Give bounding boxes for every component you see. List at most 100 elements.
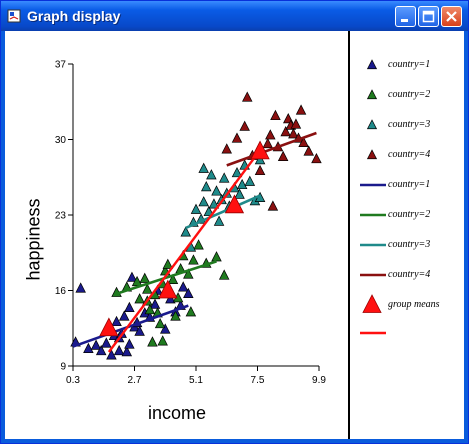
y-axis-title: happiness (23, 198, 44, 281)
series1-point-14 (121, 346, 133, 357)
series3-point-5 (198, 196, 209, 207)
legend-marker-group-means (362, 294, 382, 313)
x-tick-label-1: 2.7 (128, 375, 142, 386)
minimize-icon (401, 19, 408, 22)
series2-point-4 (139, 272, 151, 283)
legend-label-country2-points: country=2 (388, 89, 431, 100)
series4-point-6 (262, 137, 274, 149)
series4-point-21 (267, 200, 279, 211)
series1-point-3 (90, 339, 102, 350)
series3-point-0 (180, 226, 192, 237)
group-means-line (107, 149, 262, 353)
legend-label-country3-points: country=3 (388, 119, 431, 130)
series1-point-22 (149, 298, 161, 309)
group-mean-2 (224, 194, 245, 214)
legend: country=1 country=2 country=3 country=4 … (350, 31, 464, 439)
series4-point-19 (303, 145, 315, 156)
series1-point-19 (134, 325, 145, 336)
x-tick-label-3: 7.5 (251, 375, 265, 386)
series2-point-27 (218, 269, 230, 280)
legend-label-country3-fit: country=3 (388, 239, 431, 250)
series3-point-17 (231, 166, 243, 178)
x-axis-title: income (148, 403, 207, 423)
series1-point-2 (83, 342, 94, 353)
group-mean-1 (158, 279, 178, 299)
series1-point-0 (75, 282, 86, 293)
window-title: Graph display (27, 8, 121, 24)
group-mean-3 (250, 140, 270, 160)
series2-point-7 (144, 303, 156, 315)
series1-point-30 (126, 271, 138, 282)
series3-point-19 (236, 178, 248, 190)
x-tick-label-2: 5.1 (189, 375, 203, 386)
series4-point-2 (239, 120, 250, 131)
series4-point-5 (254, 164, 266, 176)
legend-divider (348, 31, 350, 439)
series2-point-3 (134, 293, 145, 304)
series3-point-11 (213, 215, 225, 226)
series4-point-20 (311, 152, 322, 164)
series3-point-25 (198, 162, 209, 173)
series4-point-17 (295, 104, 307, 115)
legend-label-country1-fit: country=1 (388, 179, 431, 190)
series4-fit-line (226, 131, 317, 167)
legend-label-country4-points: country=4 (388, 149, 431, 160)
maximize-button[interactable] (418, 6, 439, 27)
series2-point-21 (193, 239, 204, 250)
close-icon (446, 11, 457, 22)
maximize-icon (422, 10, 435, 23)
y-tick-label-2: 23 (55, 211, 67, 222)
series2-fit-line (116, 260, 217, 295)
series2-point-25 (157, 335, 168, 346)
close-button[interactable] (441, 6, 462, 27)
minimize-button[interactable] (395, 6, 416, 27)
x-tick-label-4: 9.9 (312, 375, 326, 386)
y-tick-label-0: 9 (60, 362, 66, 373)
title-bar[interactable]: Graph display (1, 1, 468, 31)
series1-point-29 (183, 287, 194, 298)
legend-marker-country1 (366, 59, 378, 70)
series4-point-1 (231, 132, 243, 143)
legend-symbols (360, 59, 386, 335)
app-icon (7, 9, 21, 23)
series1-fit-line (72, 304, 189, 348)
series3-point-10 (211, 185, 222, 196)
series1-point-12 (118, 310, 130, 321)
y-tick-label-3: 30 (55, 135, 67, 146)
series4-point-7 (265, 129, 276, 140)
series4-point-15 (290, 118, 302, 129)
group-mean-0 (99, 317, 119, 337)
series4-point-11 (280, 125, 291, 137)
client-area: 9 16 23 30 37 0.3 2.7 5.1 7.5 9.9 income happines… (5, 31, 464, 439)
series1-point-13 (113, 344, 125, 356)
series3-point-24 (254, 154, 266, 165)
plot-area: 9 16 23 30 37 0.3 2.7 5.1 7.5 9.9 income happines… (5, 31, 348, 439)
series1-point-16 (124, 301, 135, 313)
series3-point-8 (206, 169, 217, 180)
legend-marker-country3 (366, 119, 378, 130)
y-tick-label-4: 37 (55, 60, 67, 71)
legend-label-group-means: group means (388, 299, 440, 310)
legend-marker-country2 (366, 89, 378, 100)
series1-point-24 (159, 323, 171, 334)
series3-point-6 (200, 180, 212, 192)
series1-point-25 (165, 293, 176, 304)
series2-point-19 (185, 306, 197, 317)
series1-point-9 (111, 315, 122, 327)
scatter-chart: 9 16 23 30 37 0.3 2.7 5.1 7.5 9.9 (55, 60, 327, 387)
x-tick-label-0: 0.3 (66, 375, 80, 386)
series2-point-20 (188, 254, 199, 265)
series4-point-3 (241, 91, 253, 102)
series2-point-14 (167, 273, 179, 284)
series1-point-5 (101, 337, 112, 348)
series4-point-0 (221, 143, 233, 154)
series3-point-3 (190, 203, 202, 214)
series1-point-28 (177, 281, 189, 292)
series3-point-9 (208, 198, 220, 209)
legend-marker-country4 (366, 149, 378, 160)
series2-point-18 (183, 268, 194, 279)
series4-point-18 (298, 136, 309, 147)
series2-point-24 (147, 336, 158, 347)
series4-point-10 (277, 150, 289, 162)
